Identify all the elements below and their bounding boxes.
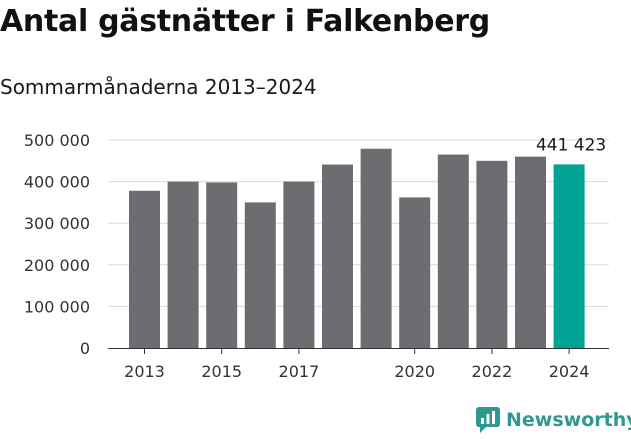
bar-2021 [437, 154, 469, 348]
y-tick-label: 500 000 [24, 131, 90, 150]
bar-2016 [244, 202, 276, 348]
y-tick-label: 300 000 [24, 214, 90, 233]
x-tick-label: 2022 [472, 362, 513, 381]
y-tick-label: 0 [80, 339, 90, 358]
x-tick-label: 2015 [201, 362, 242, 381]
chart-title: Antal gästnätter i Falkenberg [0, 4, 490, 39]
x-tick-label: 2024 [549, 362, 590, 381]
x-tick-label: 2017 [279, 362, 320, 381]
bar-2022 [476, 160, 508, 348]
bar-2023 [515, 156, 546, 348]
newsworthy-wordmark: Newsworthy [506, 409, 631, 431]
bar-2024 [553, 164, 585, 348]
x-tick-label: 2013 [124, 362, 165, 381]
data-label-2024: 441 423 [536, 135, 606, 155]
bar-2015 [206, 182, 238, 348]
bar-chart: 0 100 000 200 000 300 000 400 000 500 000 2013… [24, 131, 609, 381]
bar-2019 [360, 148, 392, 348]
newsworthy-chart-icon [476, 407, 500, 433]
bar-2017 [283, 181, 315, 348]
y-tick-label: 200 000 [24, 256, 90, 275]
y-tick-label: 100 000 [24, 297, 90, 316]
bar-2018 [322, 164, 353, 348]
chart-subtitle: Sommarmånaderna 2013–2024 [0, 75, 317, 99]
x-tick-label: 2020 [394, 362, 435, 381]
bar-2020 [399, 197, 431, 348]
bar-2014 [167, 181, 199, 348]
bar-2013 [129, 190, 160, 348]
y-tick-label: 400 000 [24, 173, 90, 192]
newsworthy-logo: Newsworthy [476, 407, 631, 433]
